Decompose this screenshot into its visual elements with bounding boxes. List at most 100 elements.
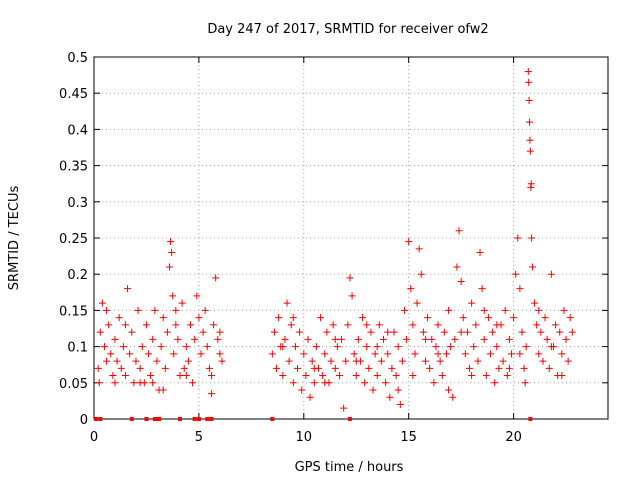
data-point: [516, 350, 524, 358]
data-point: [354, 335, 362, 343]
data-point: [161, 364, 169, 372]
data-point: [434, 321, 442, 329]
data-point: [296, 328, 304, 336]
data-point: [121, 372, 129, 380]
data-point: [107, 350, 115, 358]
data-point: [505, 335, 513, 343]
data-point: [432, 343, 440, 351]
data-point: [373, 343, 381, 351]
data-point: [312, 343, 320, 351]
data-point: [453, 263, 461, 271]
data-point: [487, 350, 495, 358]
data-point: [512, 270, 520, 278]
data-point: [176, 372, 184, 380]
data-point: [352, 372, 360, 380]
data-point: [319, 372, 327, 380]
data-point: [501, 306, 509, 314]
data-point: [476, 248, 484, 256]
x-axis-label: GPS time / hours: [295, 460, 404, 475]
data-point: [192, 417, 197, 421]
data-point: [291, 343, 299, 351]
data-point: [558, 350, 566, 358]
data-point: [182, 343, 190, 351]
data-point: [95, 379, 103, 387]
data-point: [333, 343, 341, 351]
data-point: [306, 393, 314, 401]
chart-title: Day 247 of 2017, SRMTID for receiver ofw…: [207, 22, 488, 37]
data-point: [149, 379, 157, 387]
data-point: [407, 285, 415, 293]
data-point: [535, 306, 543, 314]
data-point: [340, 404, 348, 412]
data-point: [134, 306, 142, 314]
data-point: [199, 328, 207, 336]
data-point: [331, 364, 339, 372]
data-point: [184, 357, 192, 365]
data-point: [528, 417, 533, 421]
data-point: [451, 335, 459, 343]
data-point: [499, 357, 507, 365]
data-point: [457, 328, 465, 336]
data-point: [304, 335, 312, 343]
data-point: [352, 357, 360, 365]
data-point: [172, 306, 180, 314]
data-point: [195, 314, 203, 322]
data-point: [348, 292, 356, 300]
data-point: [203, 343, 211, 351]
data-point: [216, 328, 224, 336]
data-point: [484, 314, 492, 322]
data-point: [163, 328, 171, 336]
data-point: [130, 379, 138, 387]
y-tick-label: 0.25: [59, 232, 88, 247]
data-point: [398, 357, 406, 365]
data-point: [196, 417, 201, 421]
data-point: [197, 350, 205, 358]
data-point: [434, 350, 442, 358]
y-axis-label: SRMTID / TECUs: [7, 186, 22, 291]
data-point: [522, 343, 530, 351]
data-point: [493, 343, 501, 351]
data-point: [113, 357, 121, 365]
y-tick-label: 0.05: [59, 377, 88, 392]
data-point: [507, 350, 515, 358]
data-point: [445, 306, 453, 314]
data-point: [556, 328, 564, 336]
y-tick-label: 0.5: [67, 51, 88, 66]
data-point: [294, 364, 302, 372]
data-point: [310, 364, 318, 372]
data-point: [539, 357, 547, 365]
data-point: [428, 335, 436, 343]
data-point: [111, 335, 119, 343]
data-point: [365, 364, 373, 372]
data-point: [440, 328, 448, 336]
data-point: [216, 350, 224, 358]
data-point: [168, 248, 176, 256]
data-point: [528, 234, 536, 242]
data-point: [409, 321, 417, 329]
data-point: [558, 372, 566, 380]
data-point: [187, 321, 195, 329]
data-point: [396, 401, 404, 409]
data-point: [201, 306, 209, 314]
data-point: [145, 350, 153, 358]
data-point: [157, 417, 162, 421]
data-point: [170, 350, 178, 358]
data-point: [537, 328, 545, 336]
data-point: [94, 417, 99, 421]
data-point: [321, 379, 329, 387]
data-point: [367, 328, 375, 336]
data-point: [474, 357, 482, 365]
data-point: [300, 350, 308, 358]
x-tick-label: 0: [90, 430, 98, 445]
data-point: [361, 379, 369, 387]
data-point: [279, 343, 287, 351]
data-point: [463, 328, 471, 336]
data-point: [363, 343, 371, 351]
data-point: [468, 372, 476, 380]
data-point: [363, 321, 371, 329]
data-point: [421, 357, 429, 365]
data-point: [436, 357, 444, 365]
data-point: [568, 328, 576, 336]
data-point: [347, 417, 352, 421]
data-point: [411, 350, 419, 358]
